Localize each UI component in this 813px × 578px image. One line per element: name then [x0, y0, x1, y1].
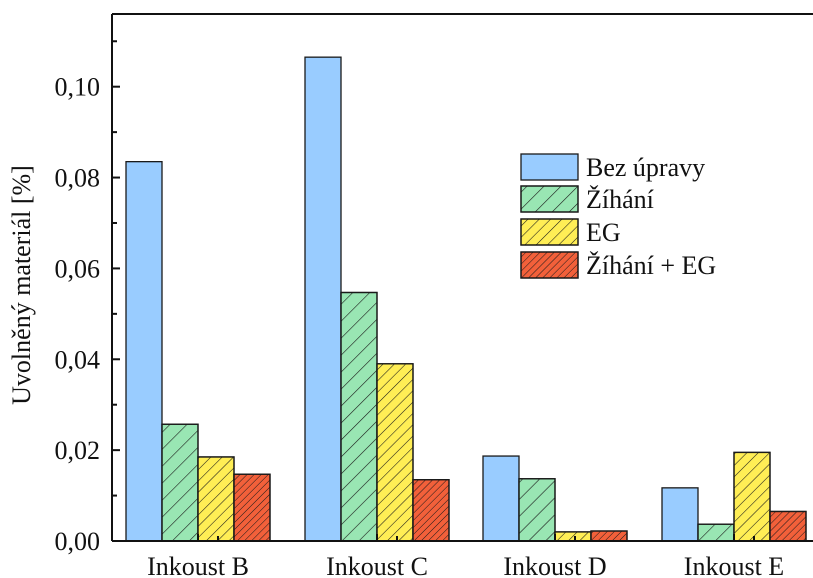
- y-ticks-group: 0,00 0,02 0,04 0,06 0,08 0,10: [55, 40, 120, 556]
- legend-label--h-n-: Žíhání: [586, 185, 654, 214]
- legend: Bez úpravy Žíhání EG Žíhání + EG: [520, 153, 716, 280]
- x-categories-group: Inkoust B Inkoust C Inkoust D Inkoust E: [147, 534, 784, 578]
- y-tick-label: 0,00: [55, 527, 101, 556]
- x-category-label: Inkoust C: [326, 552, 428, 578]
- bar-hatch-inkoust-b--h-n-: [161, 423, 199, 542]
- y-tick-label: 0,08: [55, 164, 101, 193]
- legend-swatch-hatch-eg: [520, 218, 579, 246]
- bar-hatch-inkoust-c--h-n-eg: [412, 479, 450, 542]
- y-tick-label: 0,02: [55, 436, 101, 465]
- bar-inkoust-b-bez-pravy: [125, 161, 163, 542]
- bar-hatch-inkoust-b--h-n-eg: [233, 473, 271, 542]
- bar-hatch-inkoust-d--h-n-eg: [590, 530, 628, 542]
- x-category-label: Inkoust E: [684, 552, 784, 578]
- y-tick-label: 0,10: [55, 73, 101, 102]
- legend-label--h-n-eg: Žíhání + EG: [586, 251, 716, 280]
- bar-hatch-inkoust-d--h-n-: [518, 478, 556, 542]
- bar-inkoust-d-bez-pravy: [482, 455, 520, 542]
- y-axis-label: Uvolněný materiál [%]: [7, 165, 36, 405]
- bar-hatch-inkoust-b-eg: [197, 456, 235, 542]
- legend-label-bez-pravy: Bez úpravy: [586, 153, 705, 182]
- legend-label-eg: EG: [586, 218, 621, 247]
- bar-hatch-inkoust-d-eg: [554, 531, 592, 542]
- y-tick-label: 0,06: [55, 254, 101, 283]
- bar-hatch-inkoust-c--h-n-: [340, 291, 378, 542]
- legend-swatch-hatch--h-n-: [520, 185, 579, 213]
- bar-inkoust-c-bez-pravy: [304, 56, 342, 542]
- bar-hatch-inkoust-c-eg: [376, 363, 414, 542]
- x-category-label: Inkoust D: [503, 552, 606, 578]
- bar-hatch-inkoust-e-eg: [733, 451, 771, 542]
- bars-group: [125, 56, 807, 542]
- bar-inkoust-e-bez-pravy: [661, 487, 699, 542]
- legend-swatch-bez-pravy: [520, 153, 579, 181]
- bar-hatch-inkoust-e--h-n-eg: [769, 510, 807, 542]
- legend-swatch-hatch--h-n-eg: [520, 251, 579, 279]
- bar-hatch-inkoust-e--h-n-: [697, 523, 735, 542]
- x-category-label: Inkoust B: [147, 552, 249, 578]
- y-tick-label: 0,04: [55, 345, 101, 374]
